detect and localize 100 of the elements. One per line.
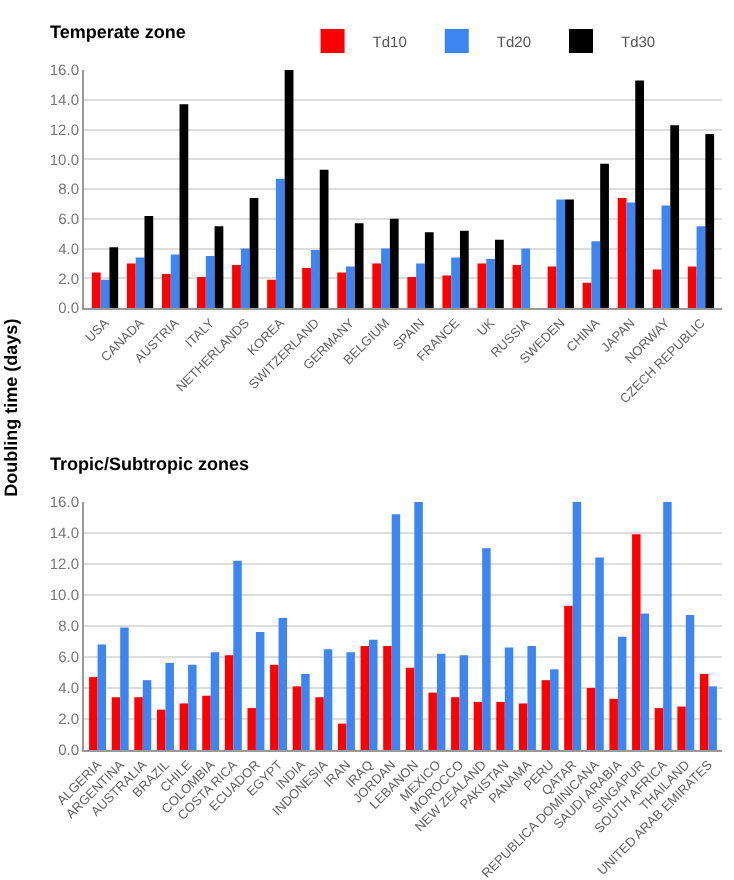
bar bbox=[663, 501, 672, 750]
bar bbox=[224, 655, 234, 750]
bar bbox=[687, 266, 697, 309]
bar bbox=[504, 647, 514, 750]
bar bbox=[109, 247, 119, 309]
bar bbox=[459, 655, 469, 750]
bar bbox=[564, 605, 573, 750]
bar bbox=[640, 613, 650, 750]
bar bbox=[685, 614, 695, 750]
bar bbox=[97, 644, 107, 750]
bar bbox=[383, 646, 392, 750]
bar bbox=[346, 266, 355, 309]
bar bbox=[232, 264, 241, 309]
bar bbox=[247, 708, 256, 750]
bar bbox=[278, 618, 288, 750]
bar bbox=[135, 257, 145, 309]
bar bbox=[556, 199, 566, 309]
bar bbox=[496, 701, 505, 750]
bar bbox=[165, 663, 174, 750]
bar bbox=[654, 708, 664, 750]
bar bbox=[188, 664, 197, 750]
bar bbox=[337, 272, 347, 309]
bar bbox=[134, 697, 143, 750]
bar bbox=[389, 218, 399, 309]
bar bbox=[547, 266, 557, 309]
bar bbox=[550, 669, 559, 750]
bar bbox=[315, 697, 324, 750]
bar bbox=[414, 501, 423, 750]
bar bbox=[301, 673, 310, 750]
bar bbox=[360, 646, 370, 750]
bar bbox=[120, 627, 129, 750]
bar bbox=[473, 701, 483, 750]
bar bbox=[582, 282, 592, 309]
bar bbox=[249, 198, 259, 309]
bar bbox=[405, 667, 415, 750]
bar bbox=[595, 557, 604, 750]
bar bbox=[451, 257, 460, 309]
bar bbox=[323, 649, 333, 750]
bar bbox=[240, 248, 250, 309]
chart-title: Temperate zone bbox=[50, 22, 186, 42]
bar bbox=[626, 202, 636, 309]
bar bbox=[179, 703, 189, 750]
bar bbox=[586, 687, 596, 750]
bar bbox=[205, 256, 215, 309]
bar bbox=[407, 276, 417, 309]
bar bbox=[369, 639, 378, 750]
bar bbox=[156, 709, 166, 750]
bar bbox=[635, 80, 644, 309]
bar bbox=[89, 677, 98, 750]
bar bbox=[197, 276, 206, 309]
bar bbox=[210, 652, 220, 750]
bar bbox=[696, 226, 706, 309]
bar bbox=[255, 632, 265, 750]
bar bbox=[100, 279, 110, 309]
bar bbox=[144, 215, 154, 309]
bar bbox=[708, 686, 717, 750]
bar bbox=[416, 263, 425, 309]
bar bbox=[652, 269, 662, 309]
bar bbox=[179, 104, 189, 309]
bar bbox=[477, 263, 487, 309]
bar bbox=[428, 692, 437, 750]
bar bbox=[518, 703, 528, 750]
y-axis-title: Doubling time (days) bbox=[0, 318, 21, 497]
bar bbox=[436, 653, 446, 750]
bar bbox=[617, 198, 627, 309]
bar bbox=[292, 686, 302, 750]
bar bbox=[609, 698, 618, 750]
bar bbox=[677, 706, 686, 750]
bar bbox=[565, 199, 574, 309]
bar bbox=[267, 279, 276, 309]
bar bbox=[284, 70, 294, 309]
bar bbox=[91, 272, 101, 309]
bar bbox=[337, 723, 347, 750]
bar bbox=[170, 254, 180, 309]
bar bbox=[521, 248, 531, 309]
bar bbox=[126, 263, 136, 309]
bar bbox=[442, 275, 452, 309]
bar bbox=[512, 264, 522, 309]
bar bbox=[372, 263, 382, 309]
bar bbox=[527, 646, 536, 750]
bar bbox=[354, 223, 364, 309]
bar bbox=[381, 248, 390, 309]
bar bbox=[451, 697, 460, 750]
bar bbox=[617, 636, 627, 750]
bar bbox=[162, 273, 171, 309]
bar bbox=[699, 673, 709, 750]
chart-title: Tropic/Subtropic zones bbox=[50, 454, 250, 474]
bar bbox=[391, 514, 401, 750]
bar bbox=[270, 664, 279, 750]
bar bbox=[670, 125, 680, 309]
bar bbox=[486, 259, 496, 309]
bar bbox=[482, 548, 491, 750]
bar bbox=[275, 178, 285, 309]
bar bbox=[111, 697, 121, 750]
bar bbox=[572, 501, 582, 750]
bar bbox=[541, 680, 551, 750]
bar bbox=[202, 695, 211, 750]
bar bbox=[310, 250, 320, 309]
bar bbox=[214, 226, 224, 309]
bar bbox=[233, 560, 242, 750]
